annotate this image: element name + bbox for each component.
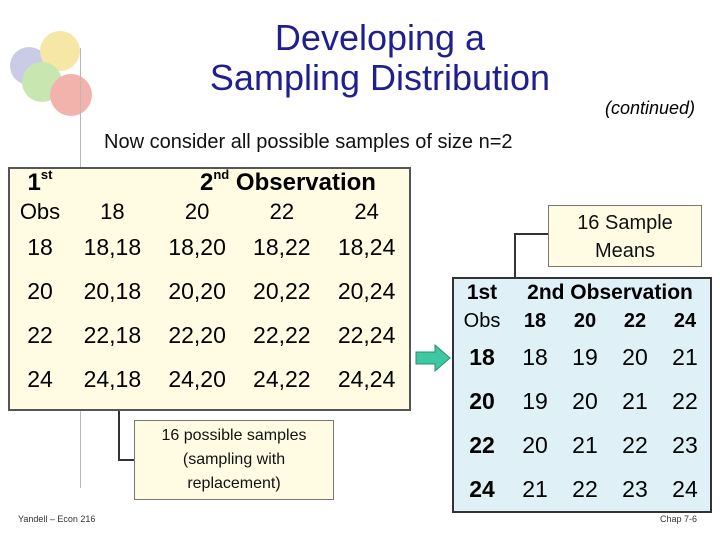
table-row: 24 21 22 23 24: [454, 467, 710, 511]
means-table-title-row: 1st 2nd Observation: [454, 279, 710, 307]
possible-samples-line-2: (sampling with: [182, 451, 286, 468]
row-header: 24: [469, 475, 495, 502]
table-row: 22 22,18 22,20 22,22 22,24: [10, 313, 409, 357]
first-obs-header: 1st: [466, 281, 498, 304]
table-row: 24 24,18 24,20 24,22 24,24: [10, 357, 409, 401]
column-header: 22: [269, 199, 295, 224]
callout-connector-horizontal: [514, 233, 548, 235]
table-cell: 20,24: [337, 277, 396, 304]
row-header: 20: [469, 387, 495, 414]
table-cell: 21: [522, 475, 548, 502]
table-cell: 18: [522, 343, 548, 370]
title-line-2: Sampling Distribution: [209, 57, 551, 98]
row-header: 22: [469, 431, 495, 458]
table-cell: 22,20: [168, 321, 226, 348]
table-cell: 22,24: [337, 321, 396, 348]
first-obs-header: 1st: [27, 167, 53, 196]
slide-title: Developing a Sampling Distribution: [160, 18, 600, 98]
table-cell: 22,18: [83, 321, 142, 348]
sample-means-callout: 16 Sample Means: [548, 205, 702, 267]
possible-samples-line-3: replacement): [187, 475, 281, 492]
table-cell: 24: [672, 475, 698, 502]
table-cell: 23: [672, 431, 698, 458]
table-row: 18 18 19 20 21: [454, 335, 710, 379]
second-obs-header: 2nd Observation: [200, 167, 376, 196]
table-cell: 22: [572, 475, 598, 502]
samples-table: 1st 2nd Observation Obs 18 20 22 24 18 1…: [8, 167, 411, 411]
footer-author: Yandell – Econ 216: [18, 514, 96, 524]
logo-circle-red: [50, 74, 92, 116]
table-cell: 20: [622, 343, 648, 370]
table-cell: 23: [622, 475, 648, 502]
continued-label: (continued): [605, 98, 696, 118]
title-line-1: Developing a: [274, 17, 486, 58]
callout-connector-vertical: [514, 233, 516, 277]
table-cell: 20: [522, 431, 548, 458]
table-cell: 22: [622, 431, 648, 458]
table-cell: 19: [572, 343, 598, 370]
table-cell: 24,18: [83, 365, 142, 392]
table-row: 18 18,18 18,20 18,22 18,24: [10, 225, 409, 269]
table-cell: 24,20: [168, 365, 226, 392]
possible-samples-callout: 16 possible samples (sampling with repla…: [134, 420, 334, 500]
table-cell: 24,24: [337, 365, 396, 392]
table-cell: 24,22: [253, 365, 311, 392]
table-cell: 19: [522, 387, 548, 414]
callout-connector-vertical: [118, 411, 120, 461]
row-header: 24: [27, 365, 53, 392]
possible-samples-line-1: 16 possible samples: [161, 427, 307, 444]
table-cell: 21: [672, 343, 698, 370]
table-cell: 20: [572, 387, 598, 414]
column-header: 22: [623, 309, 647, 332]
means-table-column-header-row: Obs 18 20 22 24: [454, 307, 710, 335]
table-cell: 18,24: [337, 233, 396, 260]
column-header: 24: [673, 309, 697, 332]
table-row: 22 20 21 22 23: [454, 423, 710, 467]
row-header: 20: [27, 277, 53, 304]
samples-table-column-header-row: Obs 18 20 22 24: [10, 199, 409, 225]
table-cell: 21: [572, 431, 598, 458]
obs-label: Obs: [463, 309, 501, 332]
row-header: 22: [27, 321, 53, 348]
slide-subtitle: Now consider all possible samples of siz…: [104, 131, 513, 153]
table-cell: 18,22: [253, 233, 311, 260]
footer-page-number: Chap 7-6: [660, 514, 698, 524]
table-row: 20 20,18 20,20 20,22 20,24: [10, 269, 409, 313]
table-cell: 18,20: [168, 233, 226, 260]
column-header: 18: [523, 309, 547, 332]
right-arrow-icon: [415, 344, 451, 372]
table-cell: 22: [672, 387, 698, 414]
sample-means-line-2: Means: [594, 240, 656, 262]
table-row: 20 19 20 21 22: [454, 379, 710, 423]
column-header: 18: [100, 199, 125, 224]
column-header: 24: [354, 199, 379, 224]
row-header: 18: [469, 343, 495, 370]
table-cell: 20,20: [168, 277, 226, 304]
table-cell: 20,18: [83, 277, 142, 304]
sample-means-table: 1st 2nd Observation Obs 18 20 22 24 18 1…: [452, 277, 712, 513]
table-cell: 20,22: [253, 277, 311, 304]
row-header: 18: [27, 233, 53, 260]
column-header: 20: [573, 309, 597, 332]
obs-label: Obs: [19, 199, 61, 224]
column-header: 20: [184, 199, 210, 224]
sample-means-line-1: 16 Sample: [577, 212, 673, 234]
second-obs-header: 2nd Observation: [527, 281, 693, 304]
table-cell: 21: [622, 387, 648, 414]
table-cell: 18,18: [83, 233, 142, 260]
table-cell: 22,22: [253, 321, 311, 348]
callout-connector-horizontal: [118, 459, 134, 461]
